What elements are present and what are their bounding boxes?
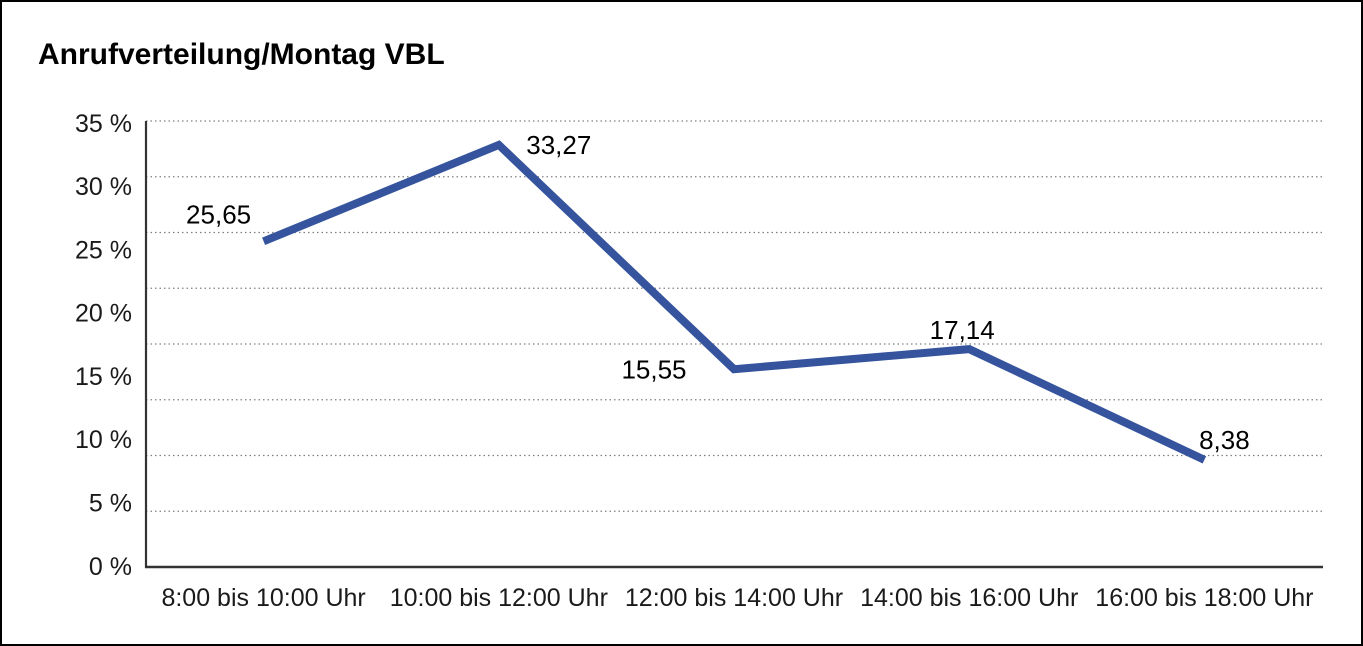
y-axis-tick-label: 30 % [75,173,132,201]
data-point-label: 33,27 [526,130,591,160]
x-axis-category-label: 12:00 bis 14:00 Uhr [625,584,843,612]
data-point-label: 17,14 [930,315,995,345]
y-axis-tick-label: 0 % [89,553,132,581]
y-axis-tick-label: 5 % [89,489,132,517]
x-axis-category-label: 8:00 bis 10:00 Uhr [161,584,365,612]
x-axis-category-label: 16:00 bis 18:00 Uhr [1095,584,1313,612]
data-series-group [262,140,1207,464]
data-point-label: 15,55 [621,354,686,384]
y-axis-tick-label: 20 % [75,300,132,328]
x-axis-category-label: 14:00 bis 16:00 Uhr [860,584,1078,612]
labels-group: 35 % 30 % 25 % 20 % 15 % 10 % 5 % 0 % 8:00 bis 1… [75,110,1313,612]
gridlines-group [146,120,1322,512]
y-axis-tick-label: 10 % [75,426,132,454]
y-axis-tick-label: 25 % [75,236,132,264]
data-point-label: 25,65 [186,199,251,229]
data-point-label: 8,38 [1199,425,1250,455]
axes-group [144,121,1323,569]
chart-title: Anrufverteilung/Montag VBL [38,38,445,71]
y-axis-tick-label: 15 % [75,363,132,391]
data-line [262,140,1207,464]
y-axis-tick-label: 35 % [75,110,132,138]
x-axis-category-label: 10:00 bis 12:00 Uhr [390,584,608,612]
